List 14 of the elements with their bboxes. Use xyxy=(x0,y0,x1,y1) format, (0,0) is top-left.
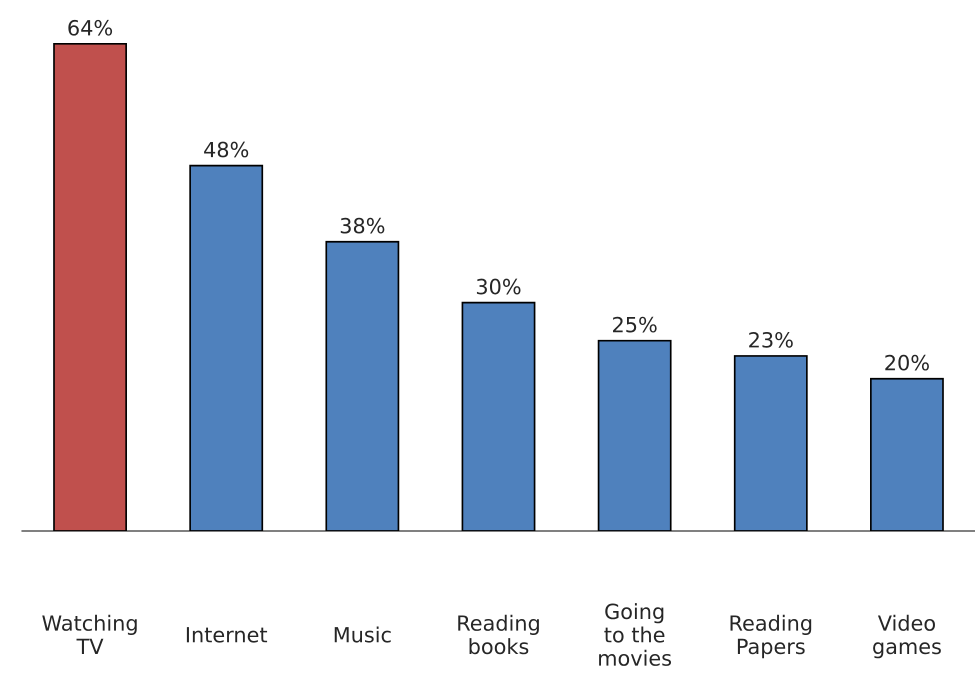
data-label: 38% xyxy=(340,218,384,234)
x-tick-label: Video games xyxy=(873,614,941,658)
x-tick-label: Watching TV xyxy=(42,614,137,654)
data-label: 30% xyxy=(476,278,521,294)
x-tick-label: Reading books xyxy=(458,614,539,654)
x-tick-label: Reading Papers xyxy=(730,614,812,658)
x-tick-label: Going to the movies xyxy=(599,603,672,666)
x-tick-label: Internet xyxy=(186,627,268,643)
data-label: 20% xyxy=(885,354,929,371)
data-label: 48% xyxy=(204,142,248,158)
x-tick-label: Music xyxy=(334,626,391,643)
data-label: 64% xyxy=(68,20,112,36)
data-label: 25% xyxy=(613,316,657,332)
data-label: 23% xyxy=(749,332,793,348)
